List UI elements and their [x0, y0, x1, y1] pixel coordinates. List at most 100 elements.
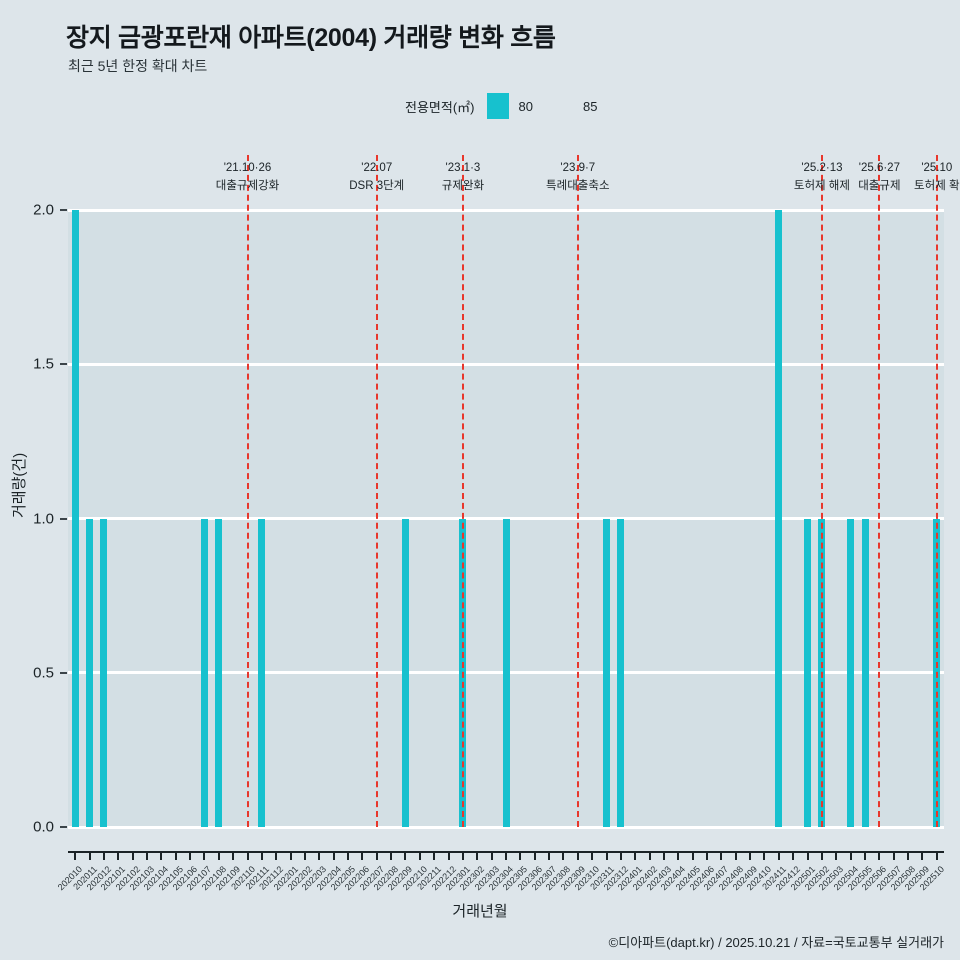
y-tick-mark [60, 671, 67, 674]
bar[interactable] [86, 518, 94, 827]
legend-entry-85[interactable]: 85 [551, 93, 597, 119]
event-annotation: '25.2·13 토허제 해제 [794, 160, 850, 196]
legend-entry-80[interactable]: 80 [486, 93, 533, 119]
y-axis-title: 거래량(건) [11, 452, 28, 518]
event-annotation-text: 특례대출축소 [546, 179, 610, 192]
x-tick-mark [461, 851, 464, 860]
y-tick-label: 1.5 [33, 355, 54, 373]
bar[interactable] [258, 518, 266, 827]
x-tick-mark [562, 851, 565, 860]
x-tick-mark [390, 851, 393, 860]
gridline [68, 825, 944, 829]
x-tick-mark [418, 851, 421, 860]
x-tick-mark [734, 851, 737, 860]
x-tick-mark [117, 851, 120, 860]
y-tick-mark [60, 826, 67, 828]
event-marker-line [935, 155, 938, 827]
x-tick-mark [634, 851, 637, 860]
event-marker-line [878, 155, 881, 827]
x-tick-mark [74, 851, 77, 860]
x-tick-mark [519, 851, 522, 860]
x-tick-mark [433, 851, 436, 860]
event-annotation-date: '25.2·13 [801, 162, 843, 174]
event-annotation-date: '21.10·26 [223, 162, 272, 174]
x-tick-mark [619, 851, 622, 860]
plot-area [68, 155, 944, 829]
bar[interactable] [401, 518, 409, 827]
event-marker-line [576, 155, 579, 827]
x-tick-mark [404, 851, 407, 860]
x-tick-mark [878, 851, 881, 860]
event-annotation-text: 토허제 확 [914, 179, 960, 192]
x-tick-mark [548, 851, 551, 860]
bar[interactable] [847, 518, 855, 827]
y-tick-label: 1.0 [33, 510, 54, 527]
y-tick-label: 0.5 [33, 664, 54, 682]
x-tick-mark [662, 851, 665, 860]
bar[interactable] [200, 518, 208, 827]
x-tick-mark [763, 851, 766, 860]
bar[interactable] [775, 210, 783, 827]
event-annotation-text: 토허제 해제 [793, 179, 850, 192]
legend-label-80: 80 [518, 98, 533, 114]
x-tick-mark [677, 851, 680, 860]
bar[interactable] [804, 518, 812, 827]
x-tick-mark [332, 851, 335, 860]
bar[interactable] [100, 518, 108, 827]
y-tick-mark [60, 517, 67, 520]
x-tick-mark [131, 851, 134, 860]
event-annotation-date: '22.07 [361, 162, 393, 174]
x-tick-mark [289, 851, 292, 860]
x-tick-mark [232, 851, 235, 860]
event-marker-line [461, 155, 464, 827]
bar[interactable] [617, 518, 625, 827]
x-tick-mark [160, 851, 163, 860]
gridline [68, 208, 944, 212]
bar[interactable] [502, 518, 510, 827]
event-annotation-date: '25.10 [921, 162, 953, 174]
event-annotation-date: '23.9·7 [560, 162, 596, 174]
event-annotation: '25.10 토허제 확 [914, 160, 960, 196]
page-title: 장지 금광포란재 아파트(2004) 거래량 변화 흐름 [66, 24, 556, 52]
event-marker-line [820, 155, 823, 827]
y-tick-label: 2.0 [33, 201, 54, 219]
x-tick-mark [505, 851, 507, 860]
x-tick-mark [921, 851, 924, 860]
y-tick-label: 0.0 [33, 818, 54, 836]
x-tick-mark [907, 851, 910, 860]
x-tick-mark [318, 851, 321, 860]
bar[interactable] [603, 518, 611, 827]
x-tick-mark [792, 851, 795, 860]
bar[interactable] [71, 210, 79, 827]
x-tick-mark [820, 851, 823, 860]
y-axis: 0.0 0.5 1.0 1.5 2.0 [0, 202, 68, 836]
event-annotation: '23.1·3 규제완화 [442, 160, 484, 196]
x-tick-mark [777, 851, 780, 860]
x-tick-mark [189, 851, 192, 860]
event-annotation-text: 규제완화 [441, 179, 485, 192]
event-annotation: '22.07 DSR 3단계 [349, 160, 404, 196]
x-tick-mark [849, 851, 852, 860]
x-tick-mark [749, 851, 752, 860]
bar[interactable] [215, 518, 223, 827]
x-tick-mark [806, 851, 809, 860]
chart-subtitle: 최근 5년 한정 확대 차트 [68, 58, 208, 74]
x-tick-mark [260, 851, 263, 860]
legend-title: 전용면적(㎡) [405, 99, 475, 115]
legend-label-85: 85 [582, 98, 598, 114]
event-annotation-text: 대출규제 [858, 179, 901, 192]
x-tick-mark [246, 851, 249, 860]
x-tick-mark [706, 851, 709, 860]
bar[interactable] [861, 518, 869, 827]
event-annotation-text: 대출규제강화 [215, 179, 280, 192]
x-tick-mark [835, 851, 838, 860]
event-annotation: '23.9·7 특례대출축소 [546, 160, 609, 196]
x-tick-mark [490, 851, 493, 860]
event-annotation: '21.10·26 대출규제강화 [216, 160, 279, 196]
x-tick-mark [375, 851, 378, 860]
x-tick-mark [275, 851, 278, 860]
x-tick-mark [591, 851, 594, 860]
x-tick-mark [605, 851, 608, 860]
event-marker-line [375, 155, 378, 827]
x-tick-mark [533, 851, 536, 860]
